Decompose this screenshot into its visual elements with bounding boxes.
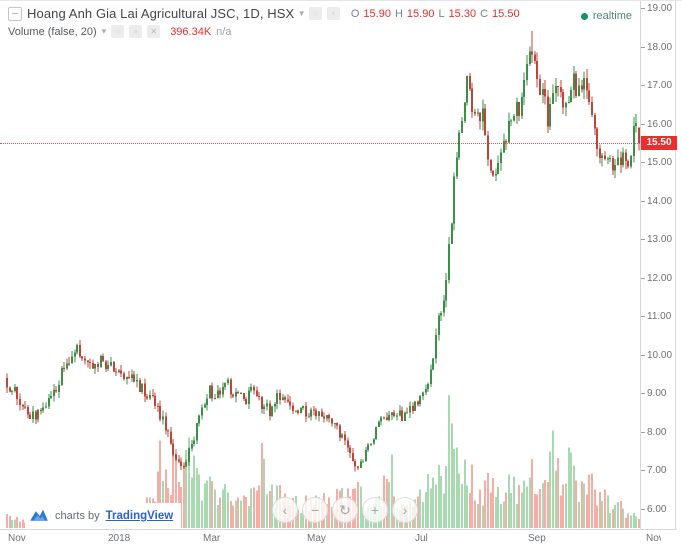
scroll-right-button[interactable]: › (392, 497, 418, 523)
indicator-settings-icon[interactable]: ▫ (129, 25, 143, 38)
symbol-title[interactable]: Hoang Anh Gia Lai Agricultural JSC, 1D, … (27, 6, 295, 21)
attribution: charts by TradingView (25, 503, 182, 529)
tradingview-logo-icon (30, 509, 48, 521)
indicator-title[interactable]: Volume (false, 20) (8, 25, 97, 38)
last-price-badge: 15.50 (641, 136, 677, 150)
low-label: L (438, 7, 445, 20)
zoom-out-button[interactable]: − (302, 497, 328, 523)
price-axis-label: 18.00 (641, 42, 675, 53)
realtime-status: realtime (580, 10, 632, 22)
time-axis-label: Jul (415, 533, 428, 544)
chevron-down-icon[interactable]: ▾ (101, 26, 107, 36)
price-axis-label: 19.00 (641, 3, 675, 14)
time-axis-label: Nov (646, 533, 661, 544)
price-axis-label: 16.00 (641, 119, 675, 130)
open-label: O (350, 7, 360, 20)
indicator-row: Volume (false, 20) ▾ ◌ ▫ ✕ 396.34K n/a (8, 25, 231, 38)
time-axis[interactable]: Nov 2018 Mar May Jul Sep Nov (0, 529, 677, 546)
price-axis-label: 6.00 (641, 504, 675, 515)
price-axis-label: 14.00 (641, 196, 675, 207)
attribution-text: charts by (55, 510, 100, 522)
last-price-dotted-line (0, 143, 640, 144)
price-axis-label: 12.00 (641, 273, 675, 284)
chart-header: – Hoang Anh Gia Lai Agricultural JSC, 1D… (8, 6, 520, 21)
price-axis-label: 10.00 (641, 350, 675, 361)
realtime-label: realtime (592, 10, 632, 22)
hide-indicator-icon[interactable]: ◌ (111, 25, 125, 38)
volume-ma-value: n/a (216, 25, 232, 38)
reset-view-button[interactable]: ↻ (332, 497, 358, 523)
hide-symbol-icon[interactable]: ◌ (308, 7, 322, 20)
open-value: 15.90 (363, 7, 391, 20)
price-axis-label: 9.00 (641, 388, 675, 399)
realtime-dot-icon (580, 12, 588, 20)
price-axis-label: 15.00 (641, 157, 675, 168)
high-value: 15.90 (406, 7, 435, 20)
remove-indicator-icon[interactable]: ✕ (147, 25, 161, 38)
price-axis-label: 8.00 (641, 427, 675, 438)
volume-value: 396.34K (170, 25, 212, 38)
tradingview-link[interactable]: TradingView (105, 510, 174, 522)
time-axis-label: Nov (8, 533, 26, 544)
time-axis-label: May (307, 533, 326, 544)
price-axis-label: 17.00 (641, 80, 675, 91)
zoom-in-button[interactable]: + (362, 497, 388, 523)
low-value: 15.30 (448, 7, 477, 20)
collapse-icon[interactable]: – (8, 6, 22, 21)
price-axis[interactable]: 15.50 19.00 18.00 17.00 16.00 15.00 14.00 13.0… (640, 1, 677, 529)
chevron-down-icon[interactable]: ▾ (299, 8, 304, 18)
candlestick-chart-canvas[interactable] (0, 1, 640, 529)
price-axis-label: 13.00 (641, 234, 675, 245)
high-label: H (394, 7, 403, 20)
scroll-left-button[interactable]: ‹ (272, 497, 298, 523)
close-label: C (480, 7, 489, 20)
time-axis-label: Mar (203, 533, 221, 544)
symbol-settings-icon[interactable]: ▫ (326, 7, 340, 20)
price-axis-label: 11.00 (641, 311, 675, 322)
chart-plot-area[interactable] (0, 1, 640, 529)
ohlc-values: O 15.90 H 15.90 L 15.30 C 15.50 (351, 8, 520, 20)
price-axis-label: 7.00 (641, 465, 675, 476)
time-axis-label: Sep (528, 533, 546, 544)
close-value: 15.50 (492, 7, 520, 20)
time-axis-label: 2018 (108, 533, 131, 544)
